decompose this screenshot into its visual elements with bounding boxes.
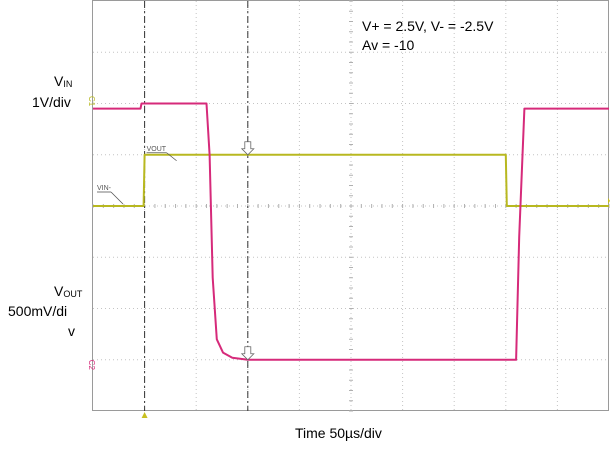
condition-supply: V+ = 2.5V, V- = -2.5V	[362, 18, 494, 34]
trace-vin	[93, 153, 609, 207]
vin-axis-name-main: V	[54, 73, 64, 89]
markers: C1 C2	[87, 96, 610, 418]
vin-axis-name: VIN	[54, 73, 72, 91]
cursor-arrow-marker	[240, 346, 255, 361]
trace-label-vout-leader	[166, 152, 177, 162]
trigger-level-marker	[608, 197, 610, 204]
trace-label-vout: VOUT	[147, 146, 167, 153]
traces	[93, 102, 609, 361]
vout-axis-name-main: V	[54, 283, 64, 299]
vin-axis-scale: 1V/div	[32, 94, 71, 110]
vin-axis-name-sub: IN	[63, 79, 73, 89]
trace-label-vin-leader	[110, 191, 124, 205]
channel-tag: C1	[87, 96, 96, 107]
vout-axis-name-sub: OUT	[63, 289, 83, 299]
cursor-arrow-marker	[240, 141, 255, 156]
vout-axis-scale-line2: v	[68, 323, 75, 339]
vout-axis-name: VOUT	[54, 283, 82, 301]
x-axis-label: Time 50µs/div	[295, 425, 382, 441]
vout-axis-scale-line1: 500mV/di	[8, 303, 68, 319]
trace-label-vin: VIN-	[97, 185, 112, 192]
condition-gain: Av = -10	[362, 37, 415, 53]
trace-vout	[93, 102, 609, 361]
trace-labels: VOUT VIN-	[97, 146, 177, 205]
channel-tag: C2	[87, 360, 96, 371]
center-axis-ticks	[92, 0, 610, 412]
trigger-marker	[141, 412, 148, 418]
